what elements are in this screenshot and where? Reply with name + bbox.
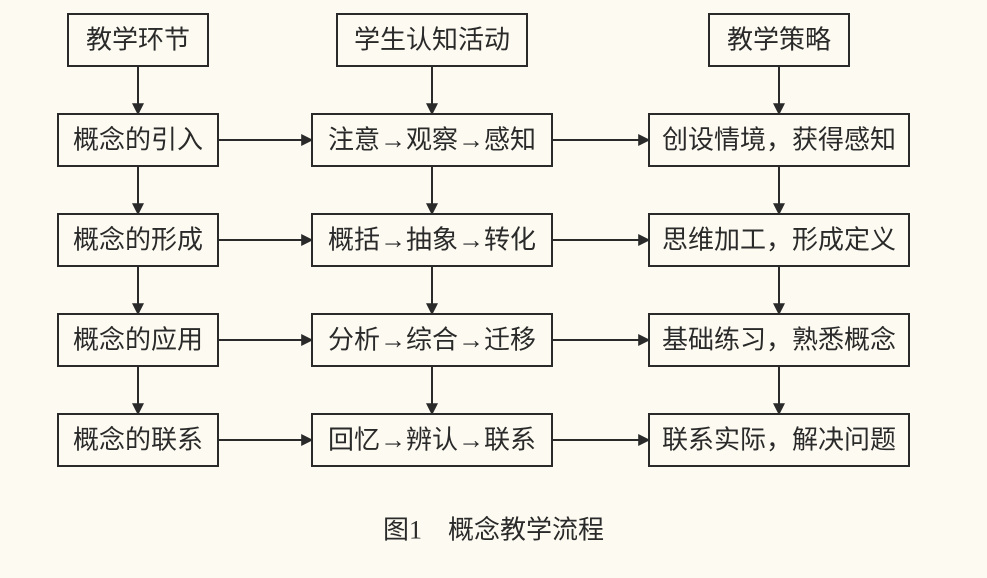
node-label-h1: 教学环节	[86, 26, 190, 55]
node-label-b2: 概括→抽象→转化	[328, 226, 536, 255]
node-label-c1: 创设情境，获得感知	[662, 126, 896, 155]
node-h1: 教学环节	[68, 14, 208, 66]
node-b2: 概括→抽象→转化	[312, 214, 552, 266]
node-label-c4: 联系实际，解决问题	[662, 426, 896, 455]
node-label-a3: 概念的应用	[73, 326, 203, 355]
node-c1: 创设情境，获得感知	[649, 114, 909, 166]
flowchart-canvas: 教学环节 学生认知活动 教学策略概念的引入概念的形成概念的应用概念的联系 注意→观察→…	[0, 0, 987, 578]
node-h2: 学生认知活动	[337, 14, 527, 66]
node-label-b3: 分析→综合→迁移	[328, 326, 536, 355]
node-label-b1: 注意→观察→感知	[328, 126, 536, 155]
node-a4: 概念的联系	[58, 414, 218, 466]
node-b4: 回忆→辨认→联系	[312, 414, 552, 466]
node-label-a4: 概念的联系	[73, 426, 203, 455]
node-b3: 分析→综合→迁移	[312, 314, 552, 366]
node-label-a1: 概念的引入	[73, 126, 203, 155]
node-label-h2: 学生认知活动	[354, 26, 510, 55]
node-label-h3: 教学策略	[727, 26, 831, 55]
node-label-a2: 概念的形成	[73, 226, 203, 255]
node-label-c2: 思维加工，形成定义	[662, 226, 896, 255]
node-c3: 基础练习，熟悉概念	[649, 314, 909, 366]
figure-caption: 图1 概念教学流程	[383, 516, 604, 545]
node-c2: 思维加工，形成定义	[649, 214, 909, 266]
node-label-c3: 基础练习，熟悉概念	[662, 326, 896, 355]
node-b1: 注意→观察→感知	[312, 114, 552, 166]
node-c4: 联系实际，解决问题	[649, 414, 909, 466]
node-label-b4: 回忆→辨认→联系	[328, 426, 536, 455]
node-h3: 教学策略	[709, 14, 849, 66]
node-a3: 概念的应用	[58, 314, 218, 366]
node-a1: 概念的引入	[58, 114, 218, 166]
node-a2: 概念的形成	[58, 214, 218, 266]
